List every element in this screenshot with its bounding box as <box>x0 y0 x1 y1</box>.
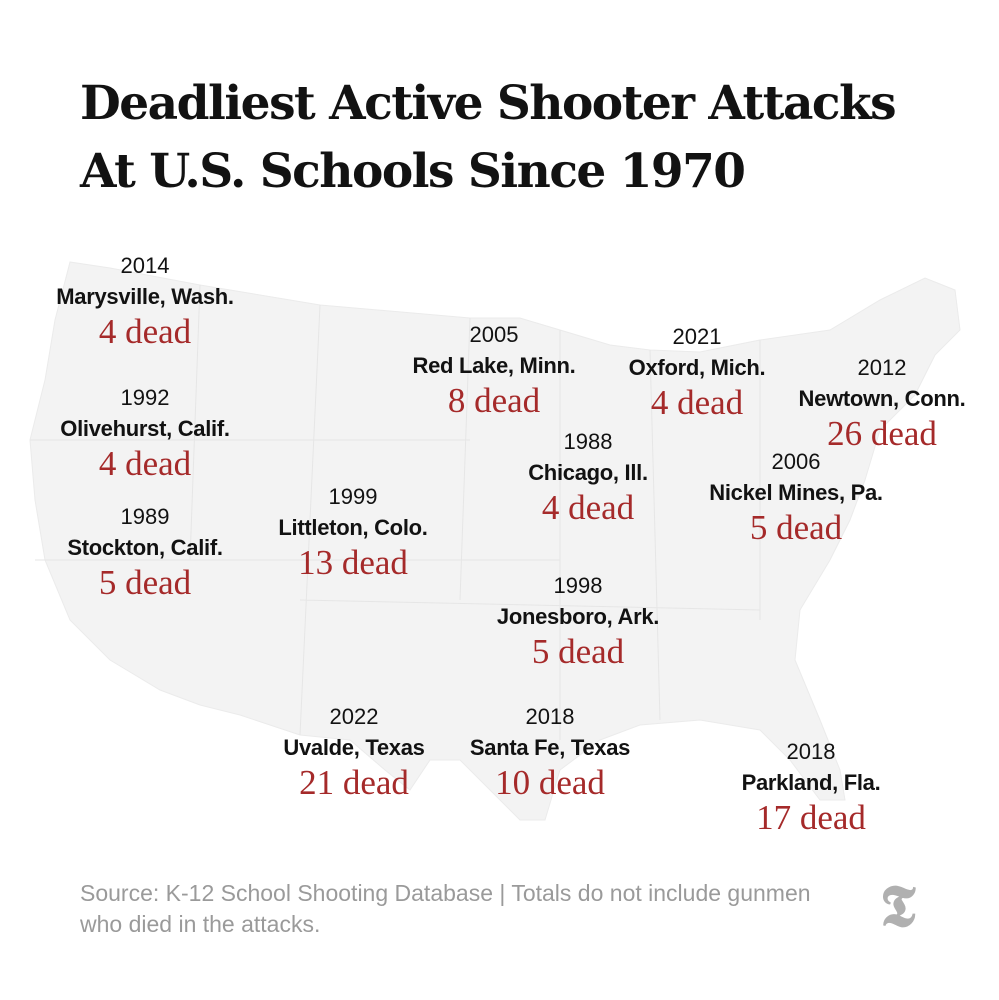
title-line-1: Deadliest Active Shooter Attacks <box>80 76 897 131</box>
attack-year: 1989 <box>120 504 170 529</box>
attack-place: Newtown, Conn. <box>798 386 966 411</box>
nyt-logo-icon: 𝕿 <box>880 872 916 940</box>
attack-place: Oxford, Mich. <box>628 355 766 380</box>
attack-place: Nickel Mines, Pa. <box>709 480 883 505</box>
attack-year: 1999 <box>328 484 378 509</box>
attack-deaths: 4 dead <box>98 312 192 351</box>
attack-place: Marysville, Wash. <box>56 284 234 309</box>
attack-deaths: 10 dead <box>495 763 605 802</box>
attack-label: 2022 Uvalde, Texas 21 dead <box>283 702 425 802</box>
attack-label: 2006 Nickel Mines, Pa. 5 dead <box>709 447 883 547</box>
title-line-2: At U.S. Schools Since 1970 <box>80 144 746 199</box>
attack-place: Parkland, Fla. <box>741 770 881 795</box>
attack-deaths: 21 dead <box>299 763 409 802</box>
attack-label: 2012 Newtown, Conn. 26 dead <box>799 353 966 453</box>
attack-year: 2022 <box>329 704 379 729</box>
attack-label: 2018 Parkland, Fla. 17 dead <box>742 737 881 837</box>
attack-label: 2014 Marysville, Wash. 4 dead <box>56 251 234 351</box>
attack-year: 2012 <box>857 355 907 380</box>
attack-year: 2005 <box>469 322 519 347</box>
attack-label: 1989 Stockton, Calif. 5 dead <box>67 502 223 602</box>
attack-deaths: 17 dead <box>756 798 866 837</box>
attack-place: Littleton, Colo. <box>278 515 428 540</box>
attack-label: 2005 Red Lake, Minn. 8 dead <box>413 320 576 420</box>
state-borders <box>30 284 761 740</box>
attack-deaths: 4 dead <box>650 383 744 422</box>
attack-deaths: 4 dead <box>541 488 635 527</box>
attack-place: Santa Fe, Texas <box>469 735 631 760</box>
attack-year: 1988 <box>563 429 613 454</box>
attack-year: 2018 <box>786 739 836 764</box>
attack-place: Jonesboro, Ark. <box>496 604 660 629</box>
attack-deaths: 5 dead <box>749 508 843 547</box>
attack-deaths: 26 dead <box>827 414 937 453</box>
source-note: Source: K-12 School Shooting Database | … <box>80 880 811 937</box>
attack-label: 1988 Chicago, Ill. 4 dead <box>528 427 648 527</box>
page-title: Deadliest Active Shooter Attacks At U.S.… <box>80 70 897 206</box>
attack-deaths: 4 dead <box>98 444 192 483</box>
attack-year: 1998 <box>553 573 603 598</box>
attack-place: Chicago, Ill. <box>528 460 648 485</box>
us-silhouette <box>29 261 961 821</box>
attack-label: 1998 Jonesboro, Ark. 5 dead <box>497 571 659 671</box>
attack-year: 2021 <box>672 324 722 349</box>
attack-label: 1999 Littleton, Colo. 13 dead <box>278 482 427 582</box>
attack-label: 2021 Oxford, Mich. 4 dead <box>629 322 766 422</box>
attack-deaths: 13 dead <box>298 543 408 582</box>
attack-deaths: 5 dead <box>98 563 192 602</box>
attack-year: 2018 <box>525 704 575 729</box>
attack-place: Uvalde, Texas <box>283 735 425 760</box>
attack-place: Stockton, Calif. <box>67 535 223 560</box>
attack-year: 2014 <box>120 253 170 278</box>
attack-year: 1992 <box>120 385 170 410</box>
attack-label: 1992 Olivehurst, Calif. 4 dead <box>60 383 230 483</box>
attack-year: 2006 <box>771 449 821 474</box>
attack-deaths: 5 dead <box>531 632 625 671</box>
attack-place: Olivehurst, Calif. <box>60 416 230 441</box>
attack-deaths: 8 dead <box>447 381 541 420</box>
attack-label: 2018 Santa Fe, Texas 10 dead <box>470 702 630 802</box>
attack-place: Red Lake, Minn. <box>412 353 576 378</box>
